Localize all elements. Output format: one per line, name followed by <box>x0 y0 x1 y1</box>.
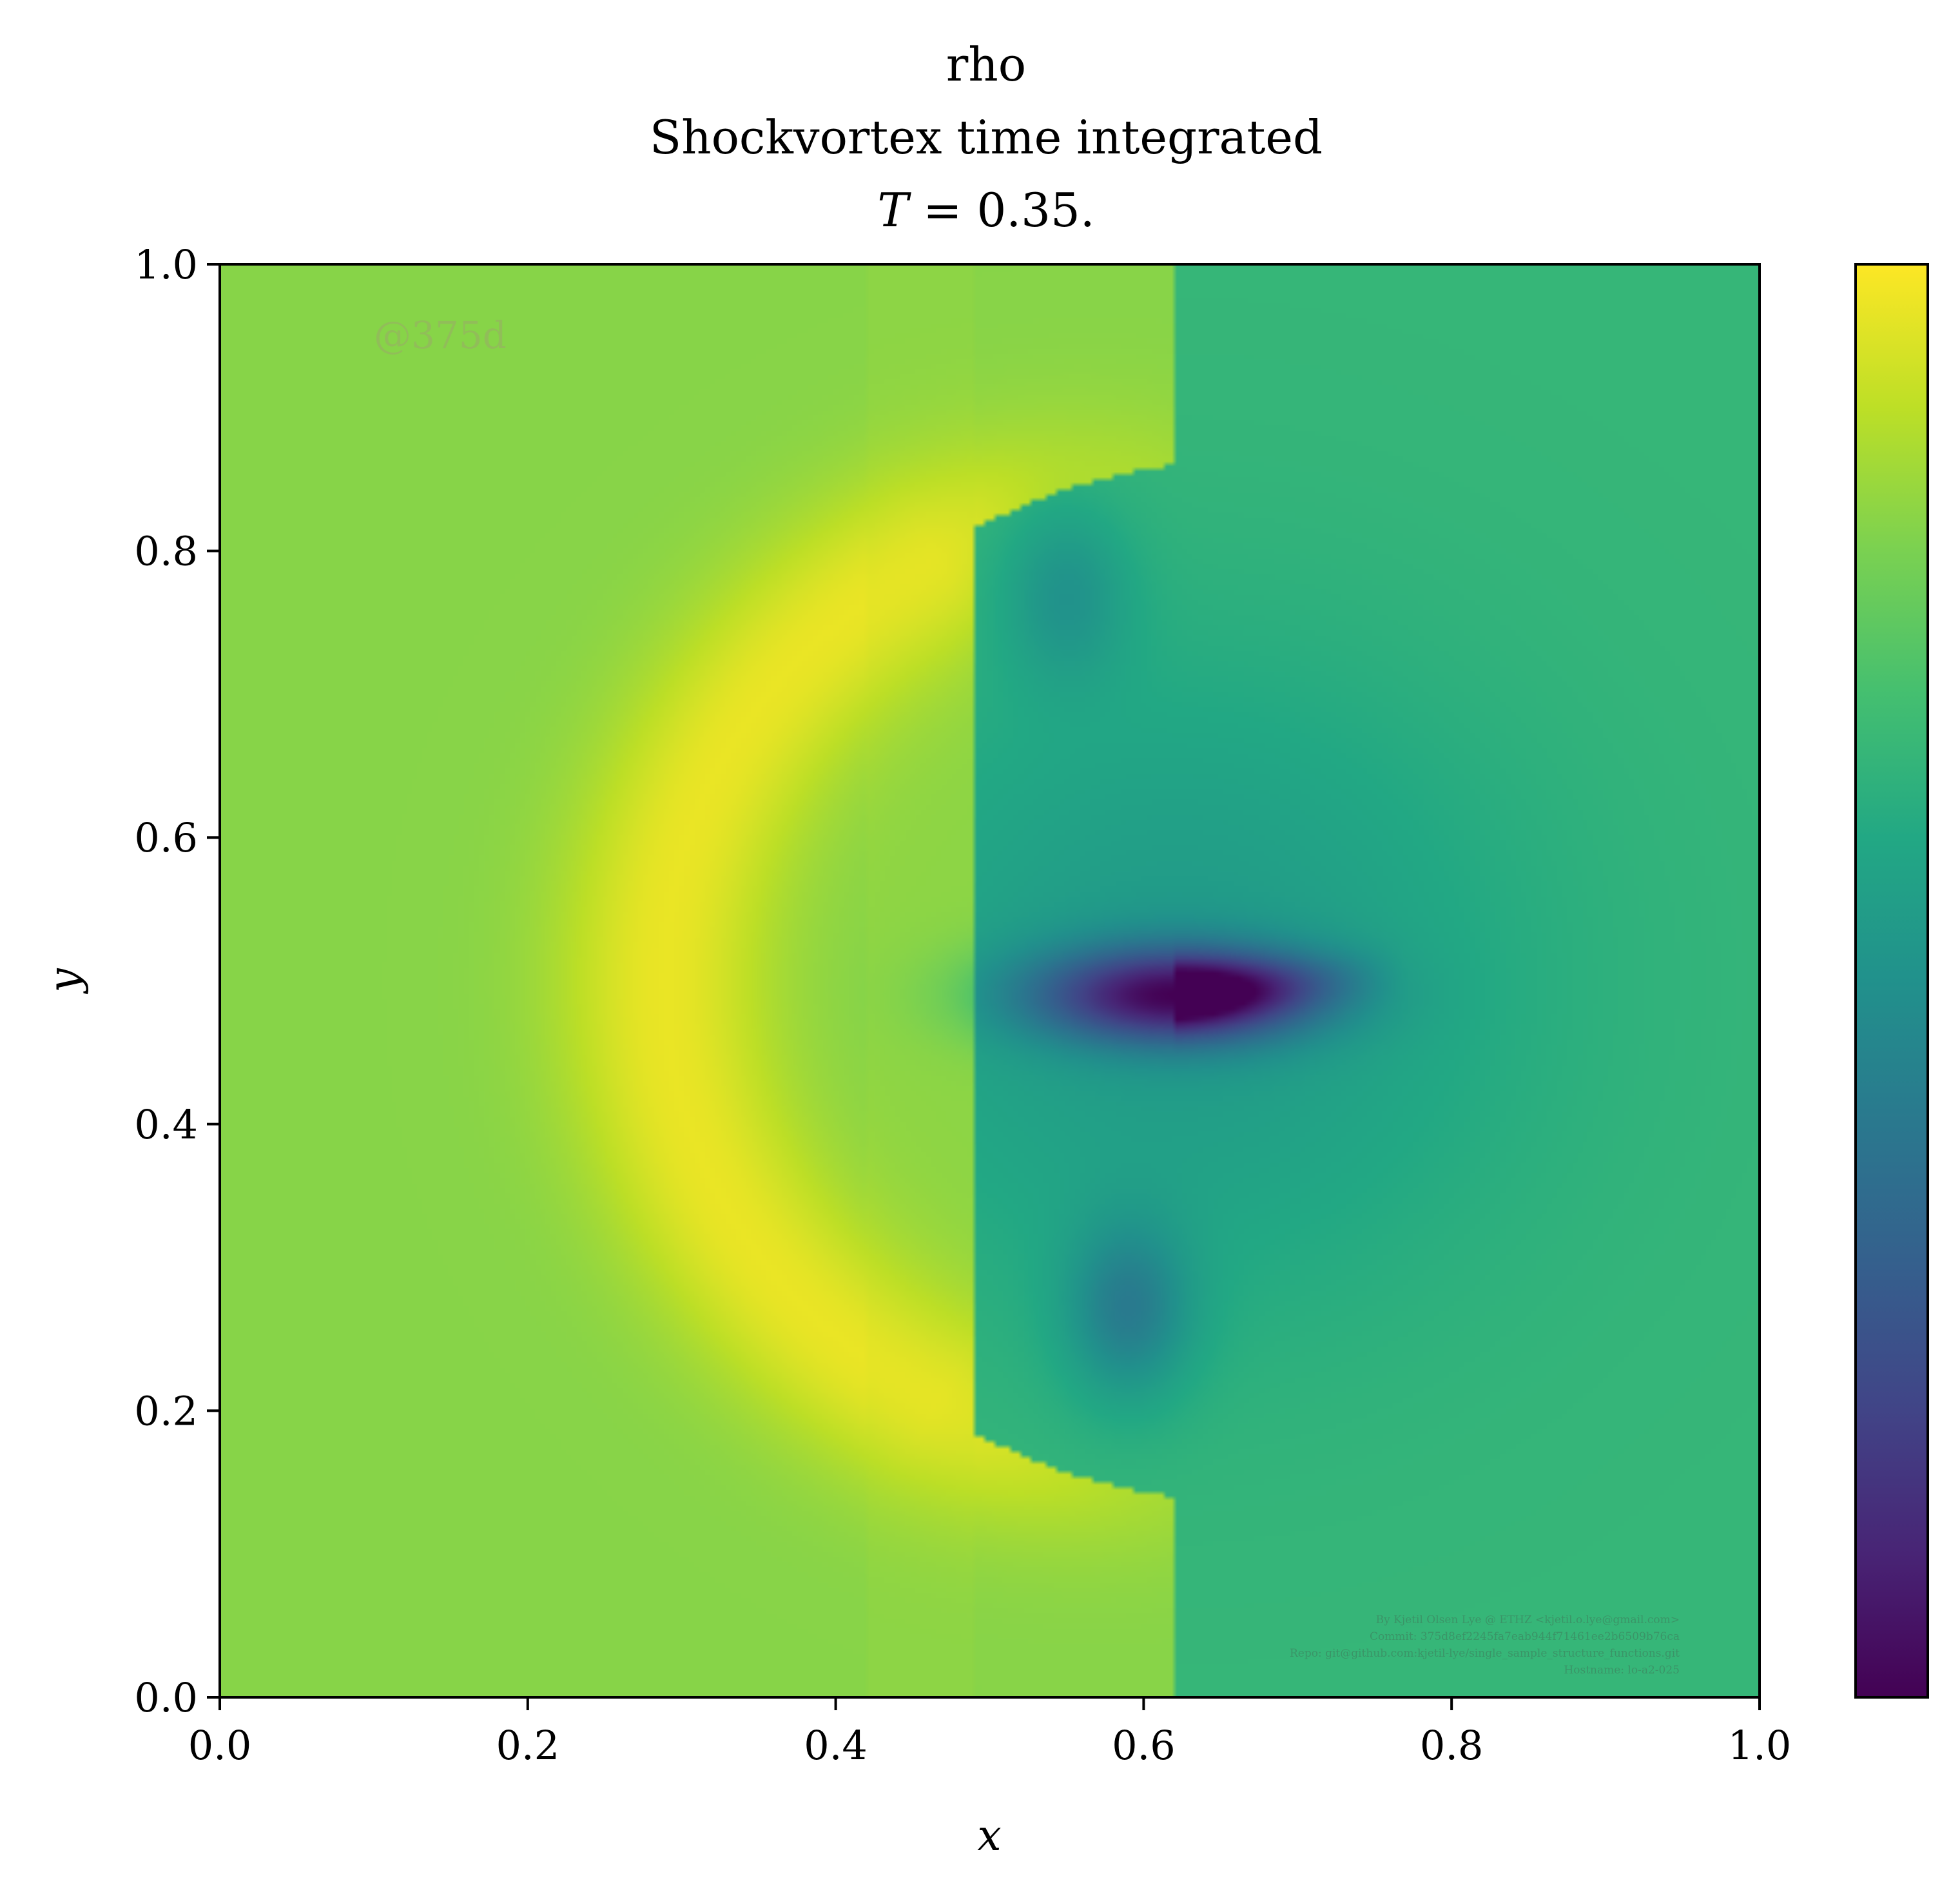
y-tick-label: 0.0 <box>134 1674 198 1721</box>
y-tick-label: 1.0 <box>134 241 198 288</box>
x-tick-label: 1.0 <box>1728 1722 1792 1769</box>
x-axis-ticks: 0.0 0.2 0.4 0.6 0.8 1.0 <box>188 1697 1792 1769</box>
chart-title-line-1: rho <box>946 37 1026 92</box>
credit-line-1: By Kjetil Olsen Lye @ ETHZ <kjetil.o.lye… <box>1376 1614 1680 1626</box>
credit-block: By Kjetil Olsen Lye @ ETHZ <kjetil.o.lye… <box>1290 1614 1680 1677</box>
title-variable: T <box>877 183 911 237</box>
x-tick-label: 0.6 <box>1112 1722 1176 1769</box>
credit-line-4: Hostname: lo-a2-025 <box>1564 1664 1680 1677</box>
y-axis-ticks: 0.0 0.2 0.4 0.6 0.8 1.0 <box>134 241 220 1721</box>
y-tick-label: 0.6 <box>134 814 198 861</box>
chart-title-line-3: T = 0.35. <box>877 183 1094 237</box>
x-tick-label: 0.8 <box>1420 1722 1484 1769</box>
x-tick-label: 0.0 <box>188 1722 252 1769</box>
x-tick-label: 0.2 <box>496 1722 559 1769</box>
credit-line-2: Commit: 375d8ef2245fa7eab944f71461ee2b65… <box>1370 1630 1680 1643</box>
chart-title-line-2: Shockvortex time integrated <box>650 110 1323 164</box>
x-axis-label: x <box>977 1811 1001 1860</box>
credit-line-3: Repo: git@github.com:kjetil-lye/single_s… <box>1290 1647 1680 1660</box>
watermark-label: @375d <box>374 313 507 357</box>
colorbar <box>1854 263 1929 1699</box>
y-tick-label: 0.8 <box>134 528 198 575</box>
heatmap-image <box>220 264 1760 1697</box>
y-tick-label: 0.2 <box>134 1387 198 1434</box>
axes-frame <box>218 263 1761 1699</box>
y-tick-label: 0.4 <box>134 1101 198 1148</box>
y-axis-label: y <box>39 968 89 995</box>
x-tick-label: 0.4 <box>804 1722 868 1769</box>
title-value: = 0.35. <box>908 183 1094 237</box>
heatmap-plot <box>220 264 1760 1697</box>
